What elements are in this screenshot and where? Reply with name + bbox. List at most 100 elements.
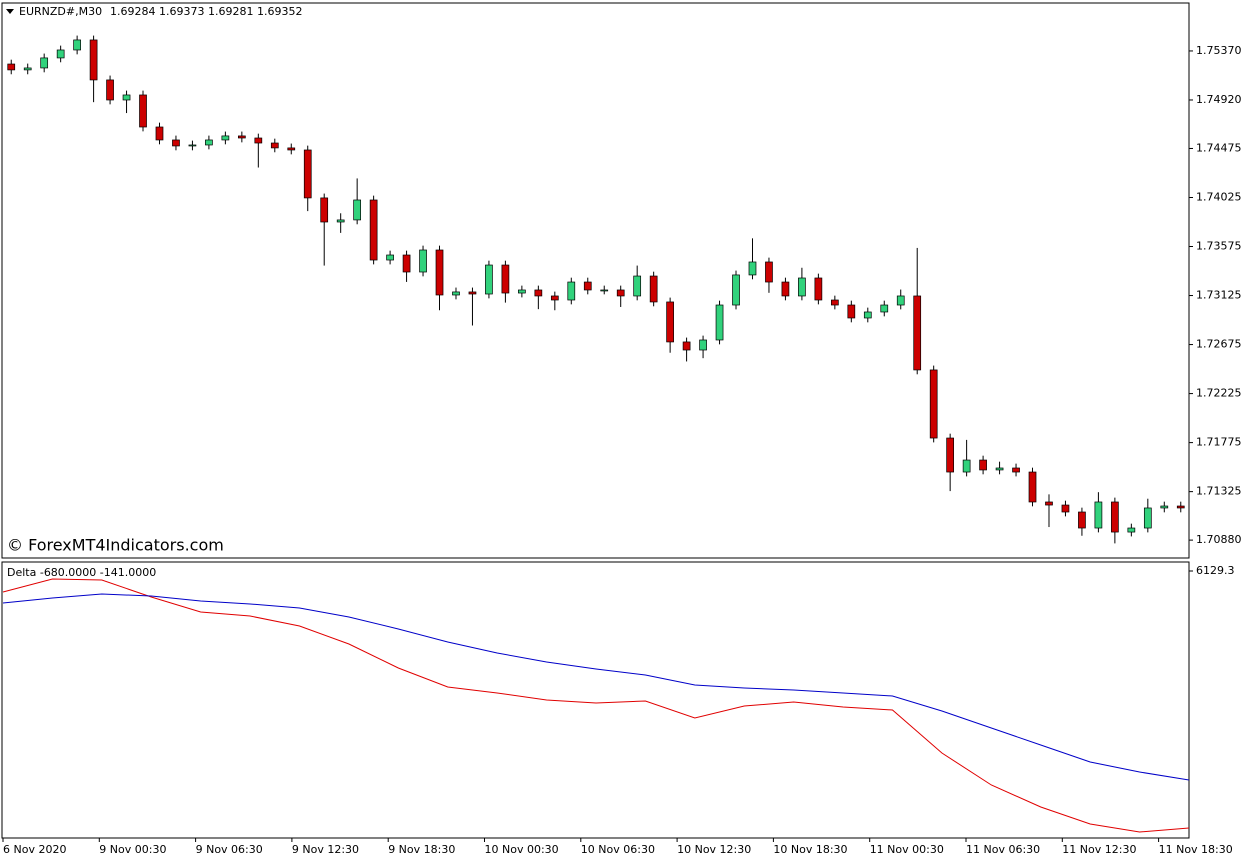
x-tick-label: 11 Nov 00:30	[870, 843, 944, 856]
candle-body	[1012, 467, 1020, 473]
candle-body	[995, 467, 1004, 471]
y-tick-label: 6129.3	[1196, 564, 1235, 577]
candle-body	[40, 57, 49, 69]
candle-body	[880, 304, 889, 313]
candle-body	[814, 277, 823, 301]
candle-body	[847, 304, 856, 319]
candle-body	[649, 275, 658, 303]
candle-body	[946, 437, 955, 473]
candle-body	[715, 304, 724, 341]
candle-body	[172, 139, 180, 147]
y-tick-label: 1.71775	[1196, 436, 1242, 449]
candle-body	[254, 137, 263, 144]
y-tick-label: 1.73125	[1196, 289, 1242, 302]
candle-body	[320, 197, 329, 223]
x-tick-label: 9 Nov 18:30	[388, 843, 455, 856]
candle-body	[518, 289, 526, 294]
x-tick-label: 10 Nov 12:30	[677, 843, 751, 856]
candle-body	[336, 219, 345, 223]
ohlc: 1.69284 1.69373 1.69281 1.69352	[110, 5, 302, 18]
candle-body	[633, 275, 642, 297]
y-tick-label: 1.74475	[1196, 141, 1242, 154]
indicator-line	[2, 593, 1190, 781]
candle-body	[1111, 501, 1119, 533]
x-tick-label: 9 Nov 12:30	[292, 843, 359, 856]
candle-body	[1094, 501, 1103, 529]
indicator-title: Delta -680.0000 -141.0000	[7, 566, 156, 579]
candle-body	[765, 261, 773, 283]
candle-body	[534, 289, 543, 297]
candle-body	[122, 94, 131, 101]
candle-body	[89, 39, 98, 81]
y-tick-label: 1.70880	[1196, 533, 1242, 546]
candle-body	[23, 67, 32, 71]
candle-body	[1143, 507, 1152, 529]
candle-body	[188, 144, 197, 147]
candle-body	[699, 339, 707, 351]
candle-body	[452, 291, 460, 296]
indicator-panel	[1, 561, 1190, 839]
candle-body	[270, 142, 279, 149]
x-tick-label: 10 Nov 18:30	[773, 843, 847, 856]
candle-body	[896, 295, 905, 306]
candle-body	[386, 254, 394, 261]
candle-body	[781, 281, 790, 297]
x-tick-label: 9 Nov 00:30	[99, 843, 166, 856]
candle-body	[402, 254, 411, 273]
candle-body	[205, 139, 213, 146]
x-tick-label: 11 Nov 06:30	[966, 843, 1040, 856]
x-tick-label: 9 Nov 06:30	[196, 843, 263, 856]
y-tick-label: 1.74920	[1196, 93, 1242, 106]
candle-body	[1160, 505, 1169, 509]
y-tick-label: 1.72225	[1196, 387, 1242, 400]
candle-body	[1127, 527, 1136, 533]
candle-body	[237, 135, 246, 139]
candle-body	[748, 261, 757, 276]
candle-body	[732, 274, 740, 306]
candle-body	[485, 264, 493, 295]
candle-body	[221, 135, 230, 141]
candle-body	[567, 281, 576, 301]
main-panel	[1, 2, 1190, 559]
candle-body	[106, 79, 114, 101]
candle-body	[435, 249, 444, 296]
candle-body	[1045, 501, 1053, 506]
y-tick-label: 1.72675	[1196, 338, 1242, 351]
candle-body	[550, 295, 559, 301]
candle-body	[1028, 471, 1037, 503]
candle-body	[468, 291, 477, 295]
candle-body	[369, 199, 378, 261]
symbol: EURNZD#,M30	[19, 5, 102, 18]
candle-body	[979, 459, 987, 471]
indicator-line	[2, 578, 1190, 833]
candle-body	[1061, 504, 1070, 513]
candle-body	[419, 249, 427, 273]
watermark: © ForexMT4Indicators.com	[7, 536, 224, 555]
candle-body	[666, 301, 674, 343]
x-tick-label: 10 Nov 00:30	[485, 843, 559, 856]
candle-body	[798, 277, 806, 297]
candle-body	[56, 49, 65, 59]
candle-body	[600, 289, 609, 292]
x-tick-label: 6 Nov 2020	[3, 843, 66, 856]
y-tick-label: 1.73575	[1196, 240, 1242, 253]
candle-body	[830, 299, 839, 306]
candle-body	[929, 369, 938, 439]
candle-body	[155, 126, 164, 141]
y-tick-label: 1.71325	[1196, 485, 1242, 498]
menu-arrow[interactable]	[6, 9, 14, 14]
candle-body	[962, 459, 971, 473]
candle-body	[1176, 505, 1185, 509]
candle-body	[353, 199, 362, 221]
candle-body	[863, 311, 872, 319]
y-tick-label: 1.75370	[1196, 44, 1242, 57]
y-tick-label: 1.74025	[1196, 190, 1242, 203]
candle-body	[1078, 511, 1086, 529]
candle-body	[583, 281, 592, 291]
candle-body	[501, 264, 510, 294]
x-tick-label: 10 Nov 06:30	[581, 843, 655, 856]
candle-body	[682, 341, 691, 351]
candle-body	[303, 149, 312, 199]
candle-body	[616, 289, 625, 297]
